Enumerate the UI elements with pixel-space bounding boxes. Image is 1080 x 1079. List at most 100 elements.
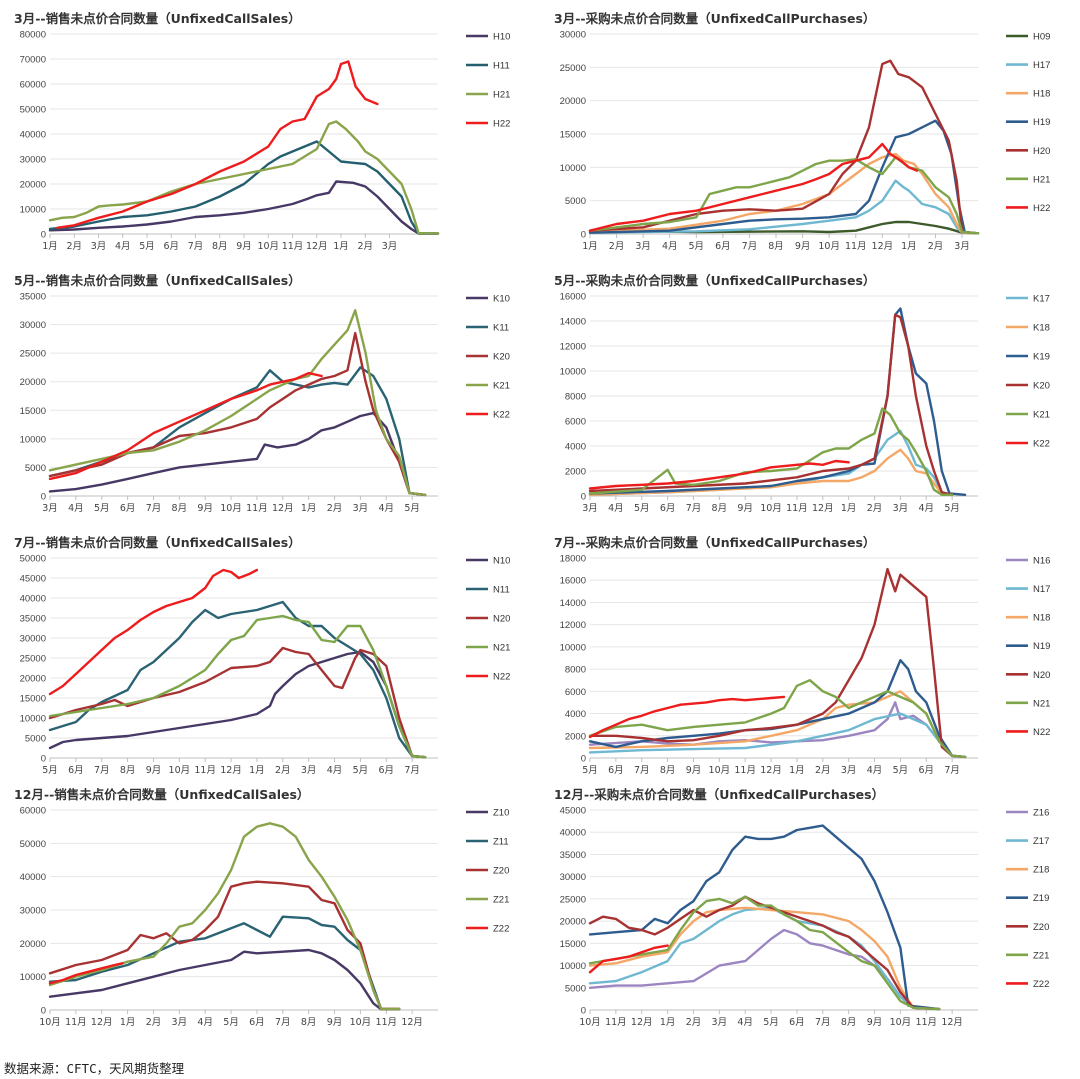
x-tick-label: 9月 [737,503,753,514]
y-tick-label: 5000 [25,463,46,474]
y-tick-label: 45000 [560,806,586,817]
x-tick-label: 9月 [867,1017,883,1028]
x-tick-label: 7月 [404,765,420,776]
chart-panel-3: 5月--销售未点价合同数量（UnfixedCallSales） 0 5000 100… [0,268,540,530]
x-tick-label: 10月 [709,765,731,776]
x-tick-label: 8月 [212,241,228,252]
series-line-n21 [588,679,967,759]
legend-label: H22 [493,119,510,130]
x-tick-label: 5月 [223,1017,239,1028]
x-tick-label: 6月 [249,1017,265,1028]
series-line-n11 [48,600,427,759]
chart-panel-2: 3月--采购未点价合同数量（UnfixedCallPurchases） 0 500… [540,6,1080,268]
x-tick-label: 11月 [282,241,304,252]
x-tick-label: 8月 [120,765,136,776]
series-line-k21 [588,407,954,496]
x-tick-label: 8月 [841,1017,857,1028]
legend-label: N18 [1033,613,1050,624]
chart-title: 5月--销售未点价合同数量（UnfixedCallSales） [14,273,301,288]
series-line-n22 [588,695,786,739]
legend-label: K22 [493,410,510,421]
y-tick-label: 12000 [560,342,586,353]
series-line-h09 [588,220,980,235]
x-tick-label: 11月 [786,503,808,514]
legend-label: N20 [493,614,510,625]
chart-panel-7: 12月--销售未点价合同数量（UnfixedCallSales） 0 10000 2… [0,782,540,1044]
x-tick-label: 8月 [768,241,784,252]
x-tick-label: 4月 [737,1017,753,1028]
y-tick-label: 0 [581,230,586,241]
x-tick-label: 10月 [579,1017,601,1028]
x-tick-label: 5月 [893,765,909,776]
y-tick-label: 30000 [560,872,586,883]
x-tick-label: 3月 [353,503,369,514]
x-tick-label: 4月 [662,241,678,252]
legend-label: H17 [1033,60,1050,71]
series-line-h11 [48,140,440,235]
legend-label: N19 [1033,641,1050,652]
y-tick-label: 0 [581,754,586,765]
x-tick-label: 7月 [742,241,758,252]
legend-label: K19 [1033,352,1050,363]
y-tick-label: 60000 [20,806,46,817]
x-tick-label: 11月 [845,241,867,252]
x-tick-label: 2月 [609,241,625,252]
series-line-k11 [48,366,427,497]
x-tick-label: 7月 [94,765,110,776]
y-tick-label: 45000 [20,574,46,585]
y-tick-label: 35000 [20,614,46,625]
x-tick-label: 11月 [734,765,756,776]
chart-svg: 0 2000 4000 6000 8000 10000 12000 14000 16000 180… [560,554,1051,777]
y-tick-label: 30000 [560,30,586,41]
x-tick-label: 6月 [789,1017,805,1028]
chart-svg: 0 5000 10000 15000 20000 25000 30000 35000 40000… [560,806,1050,1029]
y-tick-label: 14000 [560,598,586,609]
x-tick-label: 7月 [686,503,702,514]
x-tick-label: 2月 [146,1017,162,1028]
y-tick-label: 25000 [560,894,586,905]
series-line-h19 [588,119,980,235]
x-tick-label: 4月 [608,503,624,514]
source-note: 数据来源：CFTC，天风期货整理 [4,1061,185,1076]
x-tick-label: 3月 [841,765,857,776]
series-line-z18 [588,906,941,1011]
series-line-k20 [48,331,427,497]
x-tick-label: 11月 [246,503,268,514]
x-tick-label: 12月 [760,765,782,776]
y-tick-label: 18000 [560,554,586,565]
x-tick-label: 2月 [686,1017,702,1028]
y-tick-label: 0 [41,1006,46,1017]
series-line-h21 [48,120,440,235]
x-tick-label: 5月 [404,503,420,514]
x-tick-label: 7月 [815,1017,831,1028]
x-tick-label: 5月 [689,241,705,252]
y-tick-label: 25000 [20,349,46,360]
legend-label: K17 [1033,294,1050,305]
x-tick-label: 2月 [815,765,831,776]
chart-title: 5月--采购未点价合同数量（UnfixedCallPurchases） [554,273,876,288]
legend-label: H18 [1033,89,1050,100]
x-tick-label: 11月 [65,1017,87,1028]
x-tick-label: 9月 [795,241,811,252]
series-line-h20 [588,59,980,235]
y-tick-label: 10000 [560,163,586,174]
y-tick-label: 70000 [20,55,46,66]
y-tick-label: 6000 [565,687,586,698]
y-tick-label: 15000 [560,939,586,950]
legend-label: N11 [493,585,510,596]
legend-label: H11 [493,61,510,72]
series-line-z17 [588,906,941,1011]
chart-panel-4: 5月--采购未点价合同数量（UnfixedCallPurchases） 0 200… [540,268,1080,530]
series-line-k22 [588,459,850,490]
x-tick-label: 2月 [66,241,82,252]
y-tick-label: 0 [581,1006,586,1017]
series-line-h22 [56,60,379,229]
y-tick-label: 5000 [25,734,46,745]
x-tick-label: 10月 [39,1017,61,1028]
y-tick-label: 25000 [20,654,46,665]
x-tick-label: 8月 [301,1017,317,1028]
y-tick-label: 35000 [560,850,586,861]
legend-label: H21 [1033,174,1050,185]
x-tick-label: 3月 [954,241,970,252]
